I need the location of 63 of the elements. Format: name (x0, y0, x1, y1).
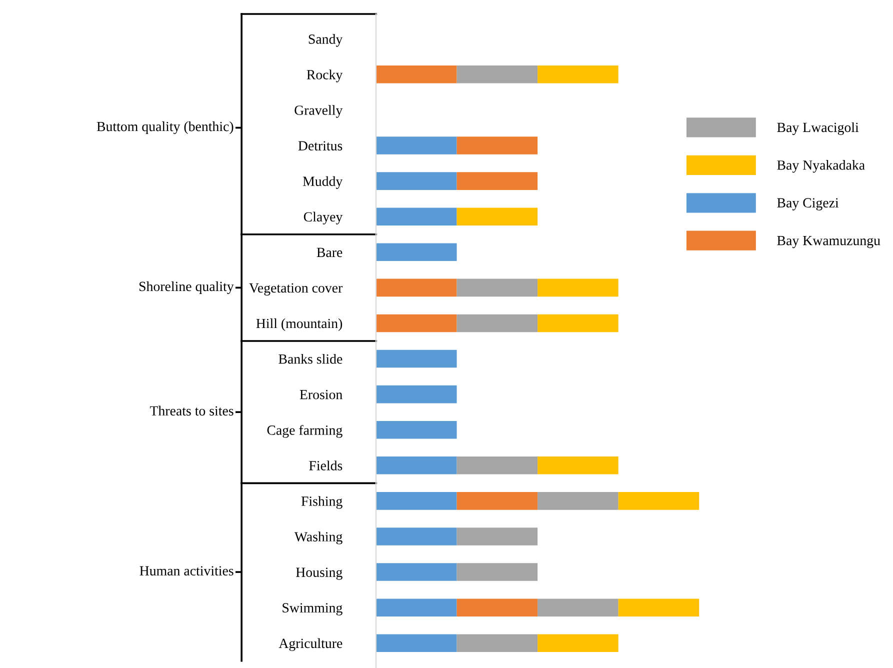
y-tick-label: Hill (mountain) (256, 318, 342, 332)
bar (376, 314, 457, 332)
bar (376, 172, 457, 190)
bar (538, 278, 618, 297)
bar (456, 598, 538, 616)
bar (376, 136, 457, 154)
bar (456, 563, 538, 581)
y-tick-label: Clayey (304, 212, 343, 224)
y-tick-label: Bare (316, 248, 342, 258)
y-tick-label: Fields (309, 460, 342, 470)
bar (376, 350, 457, 368)
legend-label: Bay Cigezi (777, 198, 839, 210)
bar (456, 634, 538, 652)
bar (376, 634, 457, 652)
bar (376, 492, 457, 510)
bar (376, 208, 457, 226)
text: Buttom quality (benthic) (96, 121, 234, 134)
legend-label: Bay Nyakadaka (777, 160, 865, 173)
y-tick-label: Rocky (306, 70, 343, 82)
bar (538, 634, 618, 652)
y-tick-label: Fishing (301, 496, 342, 509)
text: Human activities (140, 566, 234, 576)
bar (456, 314, 538, 332)
y-tick-label: Erosion (300, 390, 342, 400)
legend-label: Bay Lwacigoli (777, 122, 859, 135)
bar (376, 385, 457, 404)
bar (618, 598, 700, 616)
bar (538, 66, 618, 84)
bar (538, 598, 618, 616)
bar (456, 172, 538, 190)
bar (376, 243, 457, 262)
bar (376, 598, 457, 616)
y-tick-label: Vegetation cover (249, 283, 343, 296)
bar (538, 492, 618, 510)
bar (618, 492, 700, 510)
bar (456, 492, 538, 510)
legend-label: Bay Kwamuzungu (777, 236, 880, 248)
y-tick-label: Washing (294, 532, 342, 544)
bar (376, 456, 457, 474)
y-tick-label: Swimming (282, 603, 342, 616)
bar (456, 136, 538, 154)
bar (376, 563, 457, 581)
bar (456, 456, 538, 474)
y-tick-label: Muddy (302, 176, 343, 189)
bar (456, 66, 538, 84)
bar (538, 456, 618, 474)
y-tick-label: Detritus (298, 141, 342, 150)
y-tick-label: Sandy (308, 34, 343, 47)
bar (538, 314, 618, 332)
y-tick-label: Housing (296, 568, 342, 580)
y-tick-label: Gravelly (294, 105, 343, 118)
bar (376, 420, 457, 439)
text: Shoreline quality (139, 281, 234, 294)
y-tick-label: Agriculture (278, 638, 342, 651)
text: Threats to sites (150, 406, 234, 416)
bar (456, 208, 538, 226)
bar (456, 528, 538, 546)
bar (376, 528, 457, 546)
bar (376, 66, 457, 84)
y-tick-label: Banks slide (278, 354, 342, 364)
bar (376, 278, 457, 297)
y-tick-label: Cage farming (267, 424, 342, 438)
bar (456, 278, 538, 297)
